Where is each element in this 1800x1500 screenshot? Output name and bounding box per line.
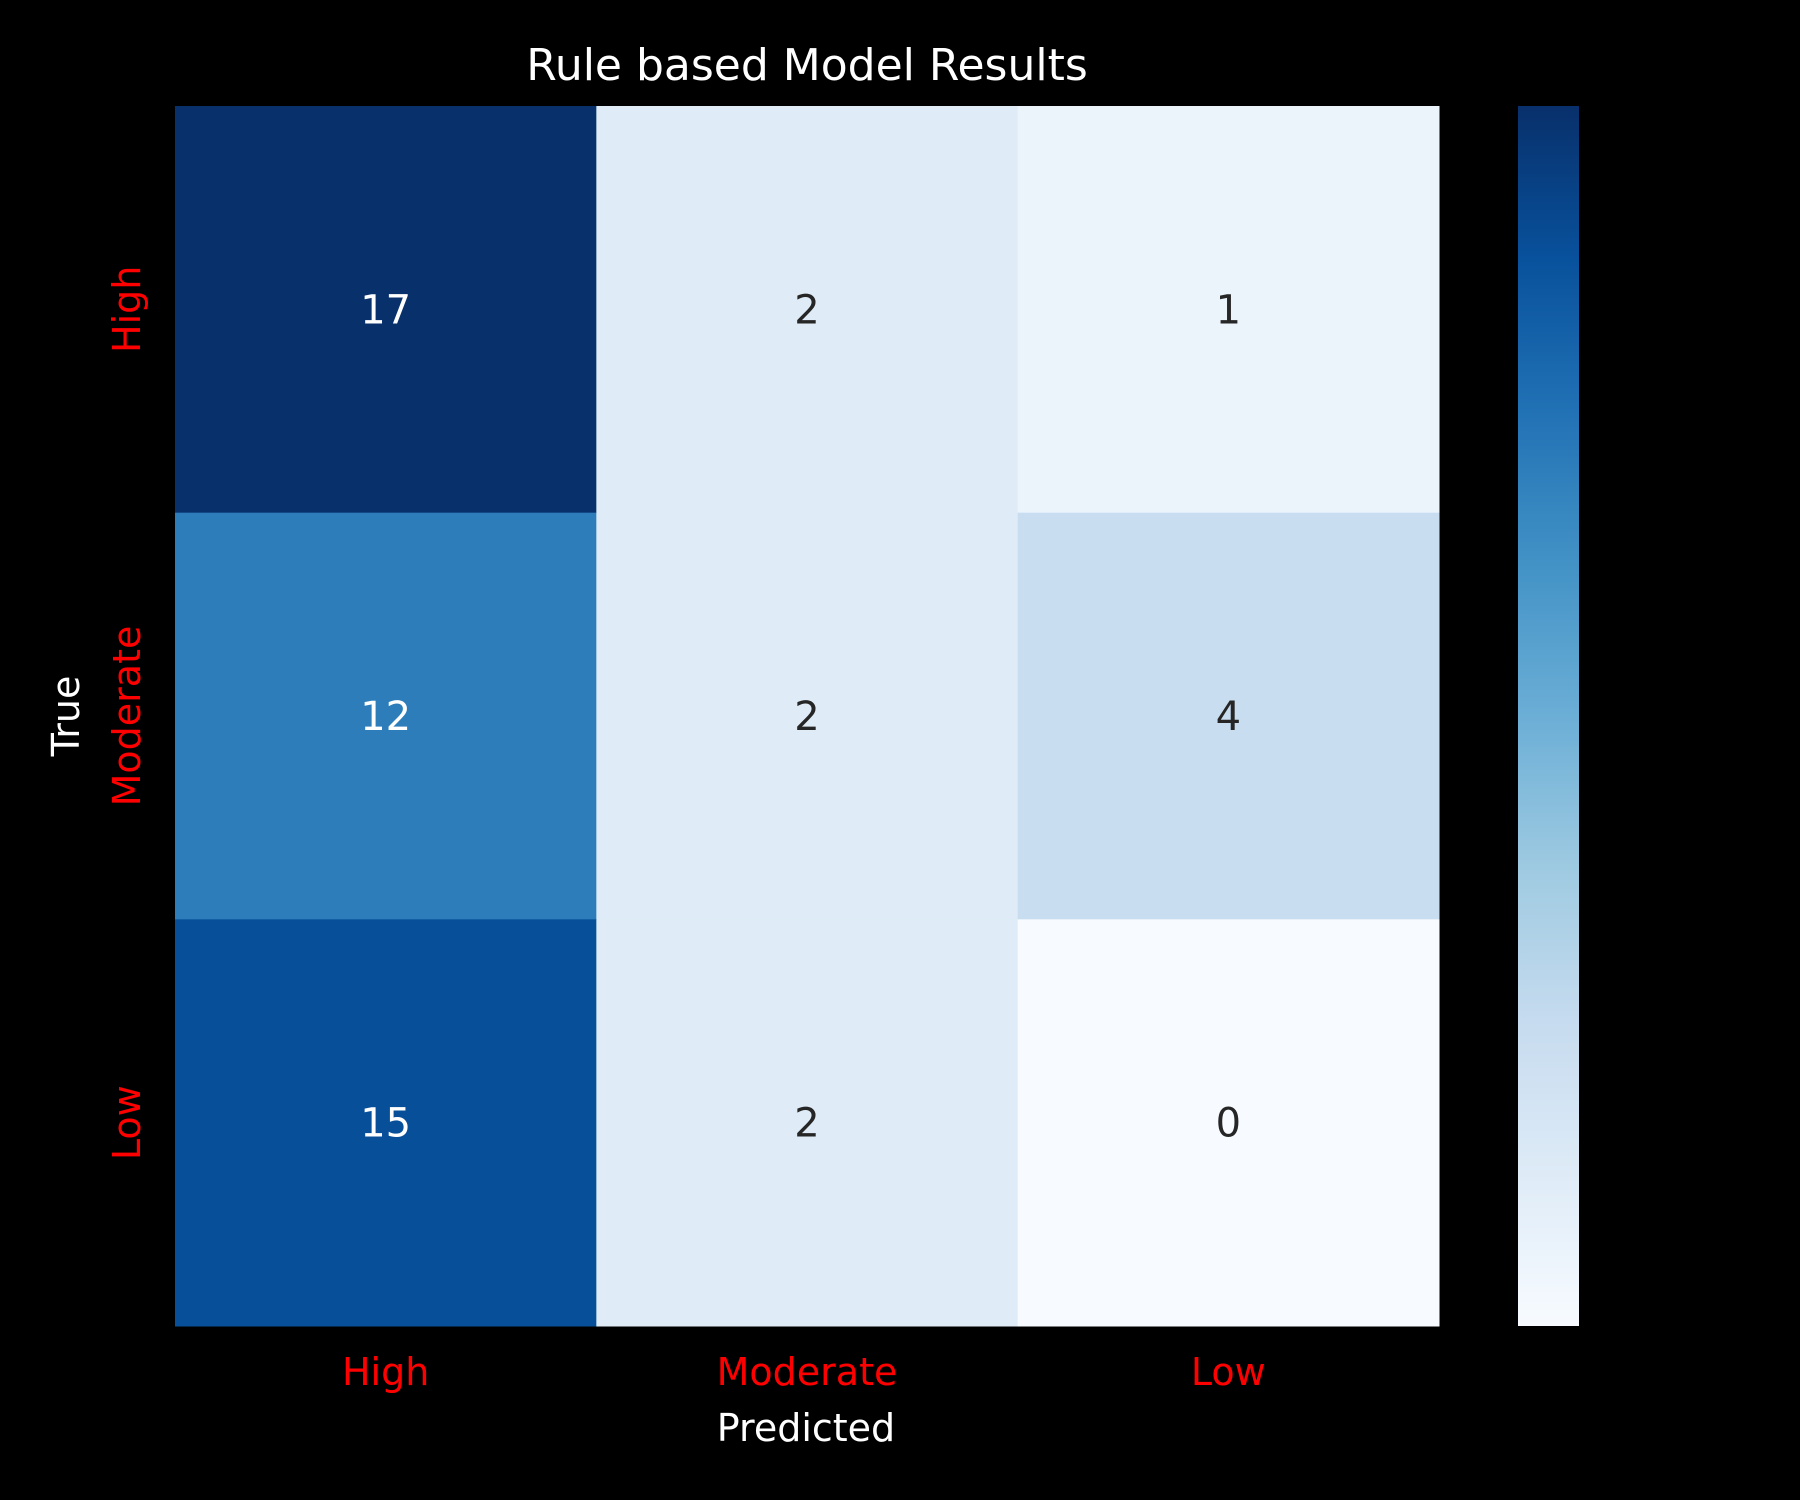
cell-value-label: 2	[794, 1101, 819, 1147]
heatmap-cell	[1017, 919, 1440, 1327]
cell-value-label: 17	[360, 287, 411, 333]
heatmap-cell	[1017, 106, 1440, 514]
x-tick-label: Moderate	[717, 1350, 898, 1394]
x-tick-label: Low	[1191, 1350, 1266, 1394]
y-tick-label: High	[105, 266, 149, 353]
cell-value-label: 4	[1216, 694, 1241, 740]
heatmap-cell	[1017, 512, 1440, 920]
heatmap-cell	[596, 919, 1019, 1327]
heatmap-cell	[596, 106, 1019, 514]
y-tick-labels: High Moderate Low	[105, 266, 149, 1160]
cell-value-label: 12	[360, 694, 411, 740]
cell-value-label: 1	[1216, 287, 1241, 333]
x-tick-label: High	[342, 1350, 429, 1394]
heatmap-cell	[175, 106, 597, 514]
cell-value-label: 15	[360, 1101, 411, 1147]
colorbar	[1518, 106, 1579, 1326]
cell-value-label: 2	[794, 694, 819, 740]
heatmap-cells	[175, 106, 1440, 1327]
heatmap-cell-labels: 17 2 1 12 2 4 15 2 0	[360, 287, 1241, 1146]
heatmap-cell	[175, 919, 597, 1327]
cell-value-label: 0	[1216, 1101, 1241, 1147]
y-axis-label: True	[44, 676, 88, 758]
chart-title: Rule based Model Results	[526, 40, 1088, 91]
cell-value-label: 2	[794, 287, 819, 333]
x-axis-label: Predicted	[717, 1406, 895, 1450]
y-tick-label: Low	[105, 1085, 149, 1160]
y-tick-label: Moderate	[105, 626, 149, 807]
heatmap-cell	[175, 512, 597, 920]
x-tick-labels: High Moderate Low	[342, 1350, 1266, 1394]
heatmap-cell	[596, 512, 1019, 920]
